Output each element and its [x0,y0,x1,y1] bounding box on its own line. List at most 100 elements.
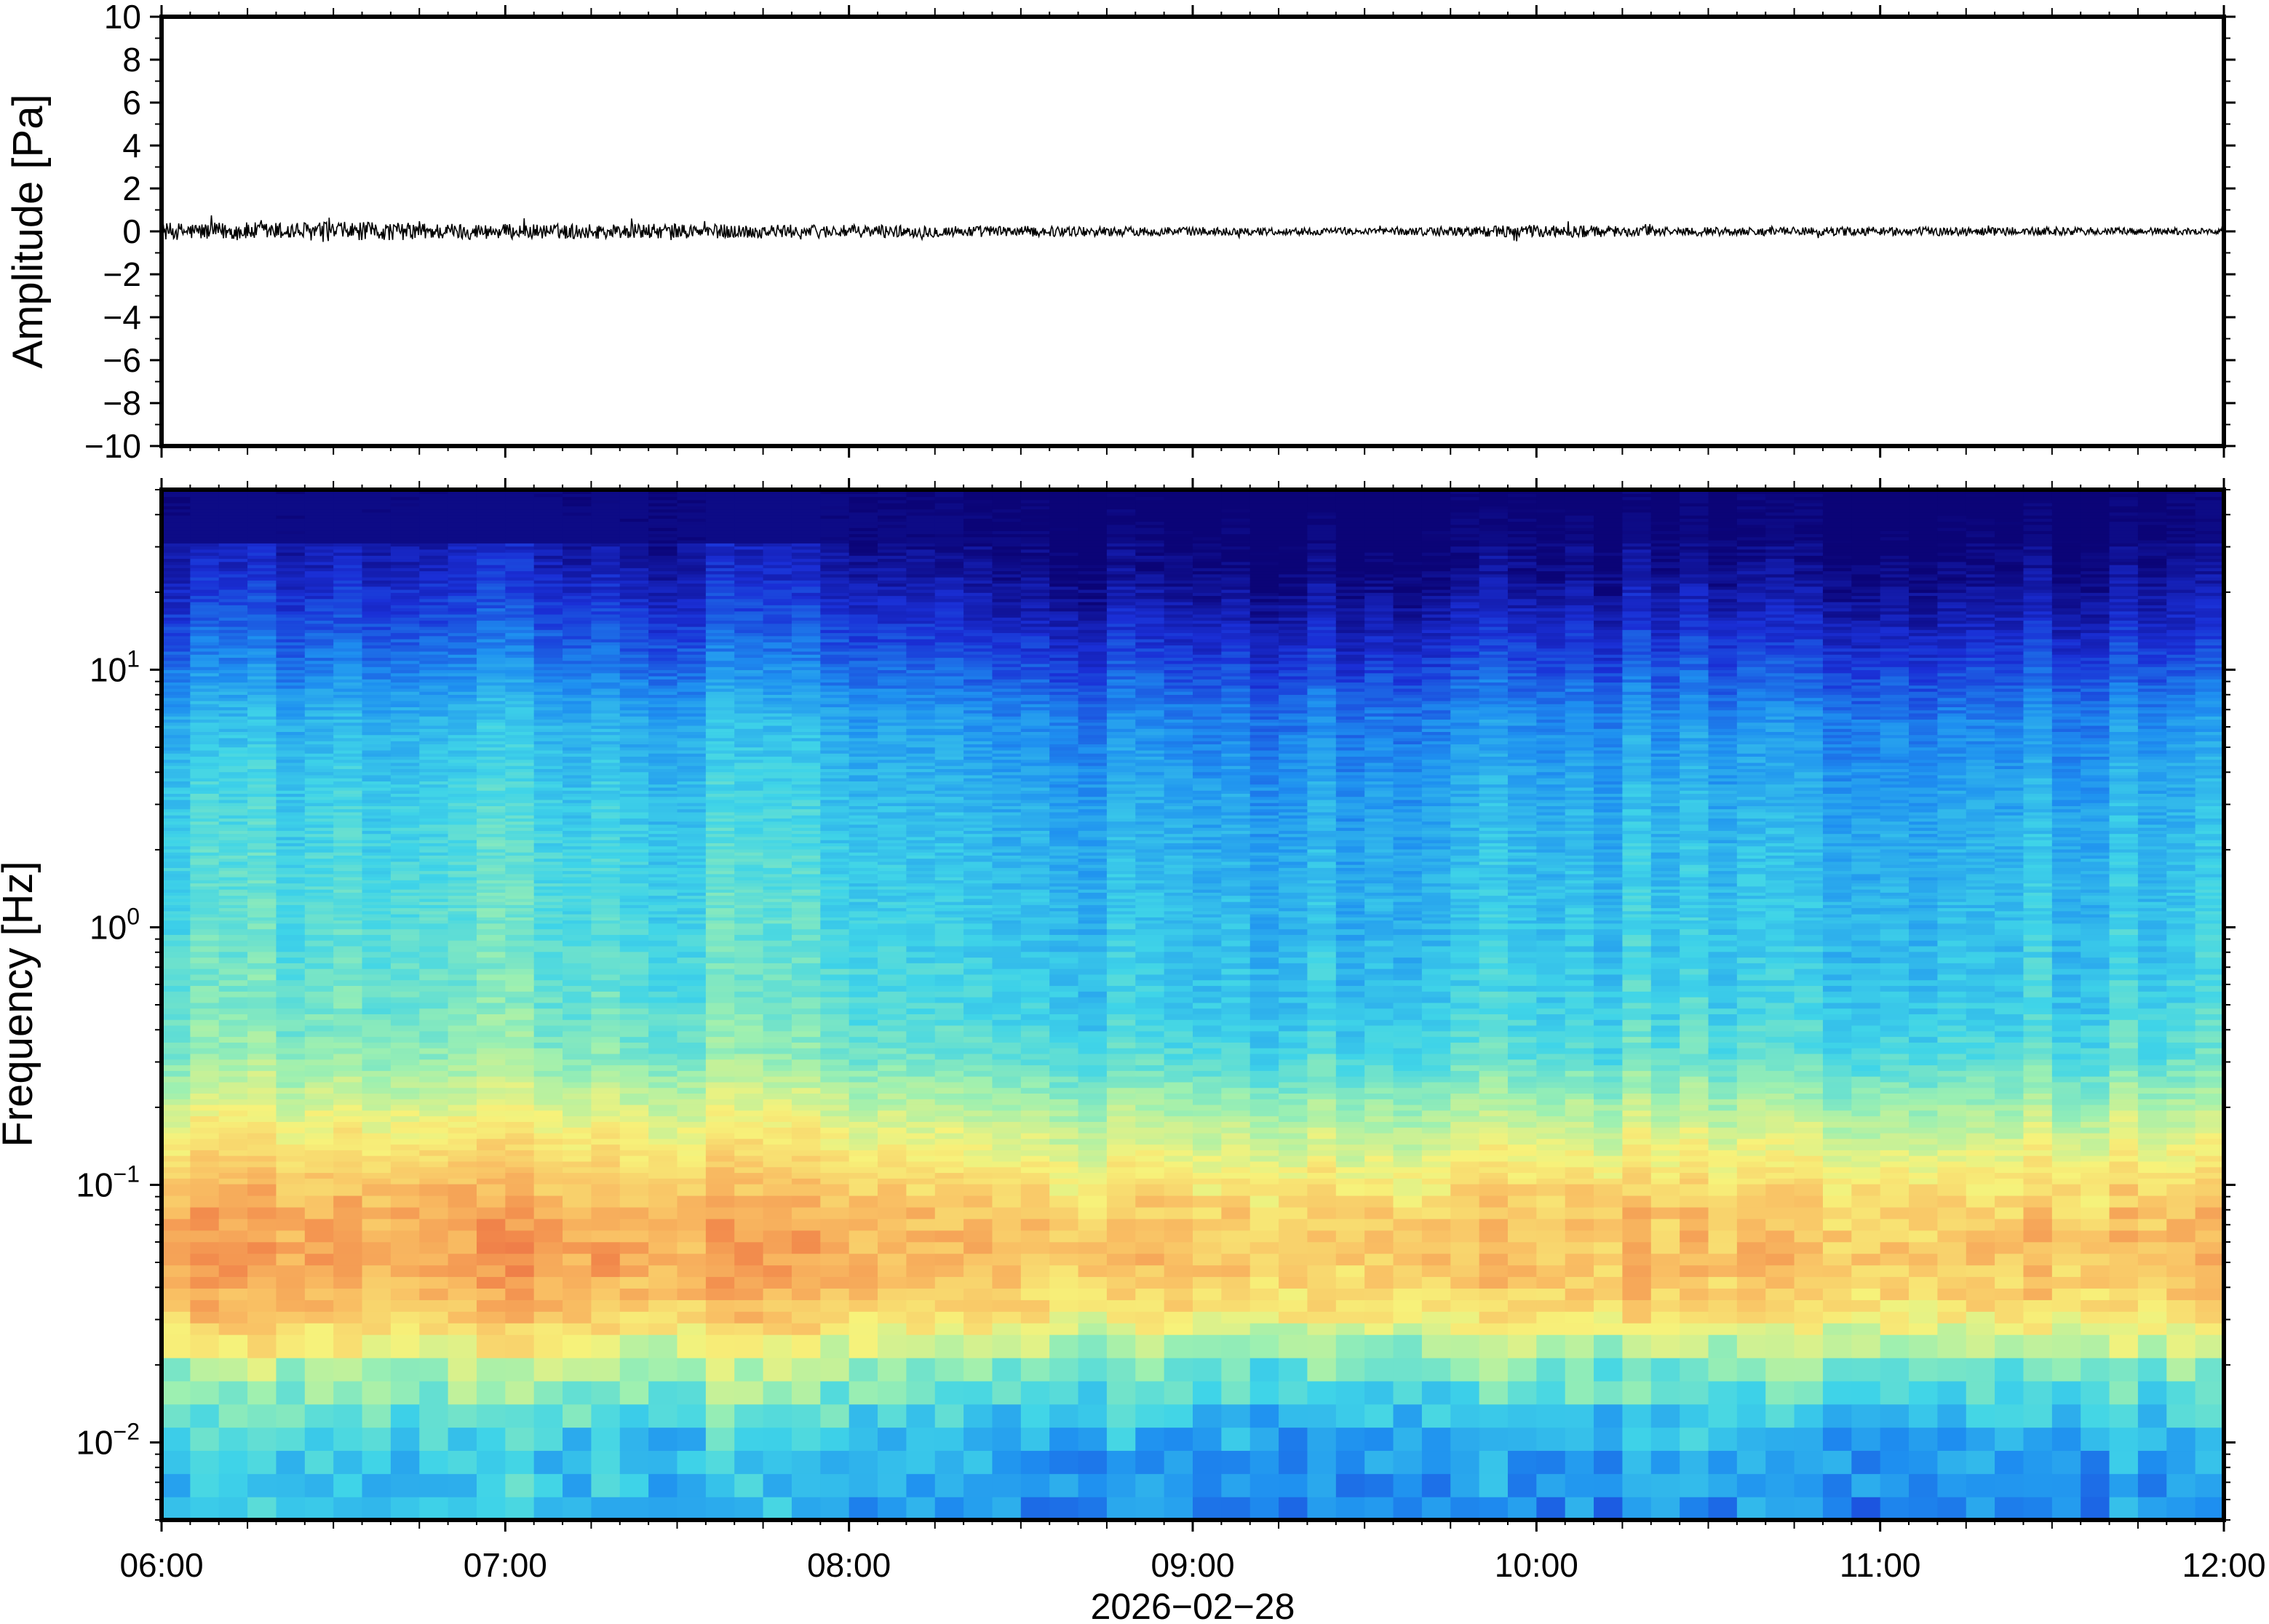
spectrogram-cell [619,601,649,605]
spectrogram-cell [333,833,363,837]
spectrogram-cell [276,979,306,987]
spectrogram-cell [162,951,191,958]
spectrogram-cell [333,626,363,630]
spectrogram-cell [563,493,592,498]
spectrogram-cell [247,697,277,701]
spectrogram-cell [705,1288,735,1300]
spectrogram-cell [563,1036,592,1043]
spectrogram-cell [390,759,420,763]
spectrogram-cell [218,1155,248,1162]
spectrogram-cell [333,1093,363,1099]
spectrogram-cell [190,873,220,877]
spectrogram-cell [734,613,764,618]
spectrogram-cell [448,663,477,667]
spectrogram-cell [591,1115,621,1122]
spectrogram-cell [448,781,477,785]
spectrogram-cell [190,892,220,896]
spectrogram-cell [304,1265,334,1278]
spectrogram-cell [247,1132,277,1139]
spectrogram-cell [419,1127,449,1134]
spectrogram-cell [533,898,563,902]
spectrogram-cell [362,1473,392,1497]
spectrogram-cell [563,968,592,975]
spectrogram-cell [648,855,678,859]
spectrogram-cell [304,1115,334,1122]
spectrogram-cell [591,1404,621,1428]
spectrogram-cell [390,1218,420,1231]
spectrogram-cell [648,506,678,510]
spectrogram-cell [648,796,678,800]
spectrogram-cell [390,1241,420,1254]
spectrogram-cell [247,1053,277,1060]
spectrogram-cell [162,968,191,975]
spectrogram-cell [190,709,220,714]
spectrogram-cell [677,883,707,887]
spectrogram-cell [563,509,592,513]
spectrogram-cell [247,509,277,513]
spectrogram-cell [533,1087,563,1094]
spectrogram-cell [218,940,248,947]
spectrogram-cell [448,1087,477,1094]
spectrogram-cell [304,940,334,947]
spectrogram-cell [448,864,477,868]
spectrogram-cell [448,883,477,887]
spectrogram-cell [190,691,220,696]
spectrogram-cell [362,870,392,875]
spectrogram-cell [705,620,735,624]
spectrogram-cell [247,830,277,835]
spectrogram-cell [763,660,792,664]
spectrogram-cell [190,1081,220,1088]
spectrogram-cell [276,570,306,575]
spectrogram-cell [734,1087,764,1094]
spectrogram-cell [476,824,506,828]
spectrogram-cell [304,768,334,773]
spectrogram-cell [619,1002,649,1009]
spectrogram-cell [563,512,592,516]
spectrogram-cell [763,1311,792,1324]
spectrogram-cell [162,509,191,513]
spectrogram-cell [476,803,506,806]
spectrogram-cell [705,499,735,503]
spectrogram-cell [448,1166,477,1174]
spectrogram-cell [333,901,363,905]
spectrogram-cell [763,1048,792,1054]
spectrogram-cell [390,552,420,556]
spectrogram-cell [533,749,563,754]
spectrogram-cell [505,496,535,501]
spectrogram-cell [190,666,220,671]
spectrogram-cell [505,555,535,560]
spectrogram-cell [448,1132,477,1139]
spectrogram-cell [763,546,792,550]
spectrogram-cell [448,1144,477,1150]
spectrogram-cell [763,1206,792,1219]
spectrogram-cell [677,499,707,503]
spectrogram-cell [247,675,277,680]
spectrogram-cell [419,700,449,704]
spectrogram-cell [533,1497,563,1521]
spectrogram-cell [533,623,563,627]
spectrogram-cell [390,1019,420,1026]
spectrogram-cell [705,1334,735,1358]
spectrogram-cell [763,1404,792,1428]
spectrogram-cell [648,608,678,612]
spectrogram-cell [763,568,792,572]
spectrogram-cell [162,787,191,791]
spectrogram-cell [563,873,592,877]
spectrogram-cell [677,870,707,875]
spectrogram-cell [476,852,506,856]
spectrogram-cell [190,521,220,525]
spectrogram-cell [619,914,649,918]
spectrogram-cell [419,682,449,686]
spectrogram-cell [448,570,477,575]
spectrogram-cell [218,728,248,733]
spectrogram-cell [505,880,535,884]
spectrogram-cell [677,771,707,776]
spectrogram-cell [619,530,649,535]
spectrogram-cell [591,518,621,522]
spectrogram-cell [218,957,248,963]
spectrogram-cell [333,543,363,547]
spectrogram-cell [619,840,649,843]
spectrogram-cell [304,934,334,941]
spectrogram-cell [505,506,535,510]
